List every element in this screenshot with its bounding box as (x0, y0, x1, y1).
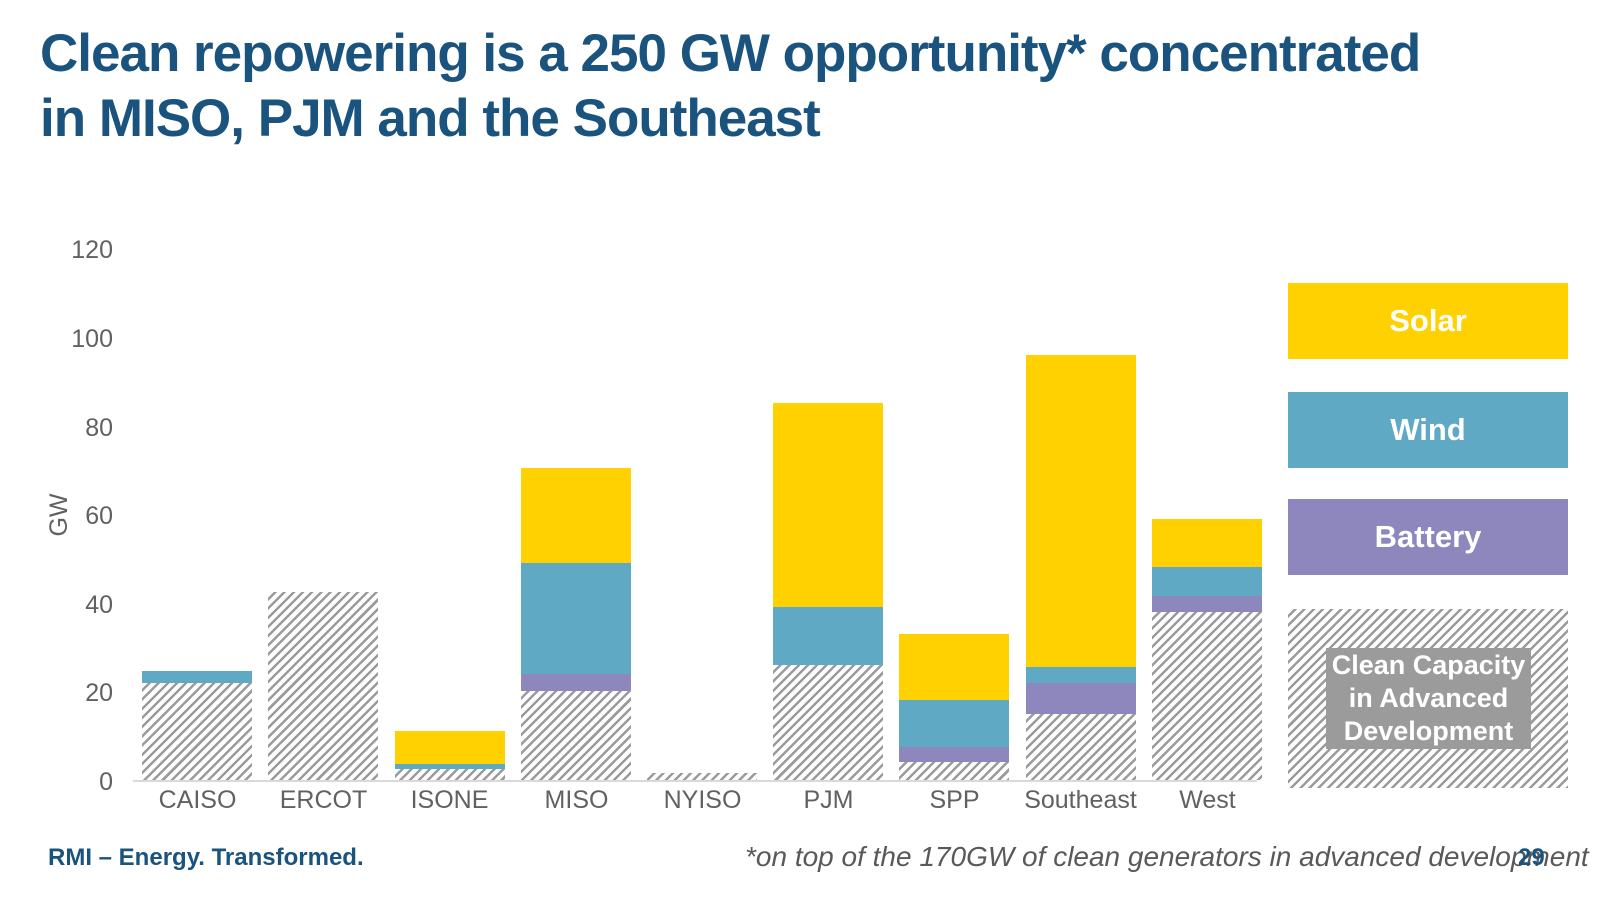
legend-item-advanced: Clean Capacity in Advanced Development (1288, 609, 1568, 788)
x-tick-west: West (1179, 786, 1236, 814)
x-tick-isone: ISONE (410, 786, 489, 814)
bar-segment-wind-isone (395, 764, 505, 769)
x-tick-caiso: CAISO (158, 786, 237, 814)
page-number: 29 (1518, 844, 1545, 871)
bar-segment-wind-pjm (773, 607, 883, 665)
x-tick-nyiso: NYISO (663, 786, 742, 814)
bar-segment-advanced-nyiso (647, 773, 757, 780)
bar-segment-wind-west (1152, 567, 1262, 596)
x-tick-miso: MISO (544, 786, 609, 814)
bar-segment-solar-west (1152, 519, 1262, 567)
legend-label-solar: Solar (1389, 303, 1467, 338)
bar-segment-wind-spp (899, 700, 1009, 747)
x-tick-ercot: ERCOT (279, 786, 368, 814)
y-tick-20: 20 (85, 679, 113, 707)
bar-segment-advanced-isone (395, 769, 505, 780)
bar-segment-wind-southeast (1026, 667, 1136, 683)
legend-label-wind: Wind (1390, 412, 1466, 447)
bar-segment-advanced-pjm (773, 665, 883, 780)
legend-label-battery: Battery (1374, 519, 1482, 554)
bar-segment-wind-caiso (142, 671, 252, 683)
footer-brand: RMI – Energy. Transformed. (48, 844, 364, 871)
bar-segment-battery-west (1152, 596, 1262, 612)
bar-segment-battery-miso (521, 674, 631, 691)
x-tick-pjm: PJM (803, 786, 854, 814)
bar-segment-advanced-west (1152, 612, 1262, 780)
y-tick-80: 80 (85, 414, 113, 442)
bar-segment-wind-miso (521, 563, 631, 674)
slide-title: Clean repowering is a 250 GW opportunity… (40, 24, 1421, 148)
y-tick-100: 100 (71, 325, 113, 353)
y-tick-120: 120 (71, 236, 113, 264)
y-tick-0: 0 (99, 768, 113, 796)
bar-segment-solar-pjm (773, 403, 883, 607)
bar-segment-battery-spp (899, 747, 1009, 762)
footnote: *on top of the 170GW of clean generators… (745, 841, 1589, 872)
bar-segment-solar-miso (521, 468, 631, 563)
x-axis-line (133, 780, 1257, 782)
bar-segment-solar-isone (395, 731, 505, 764)
bar-segment-advanced-caiso (142, 683, 252, 780)
x-tick-spp: SPP (929, 786, 980, 814)
bar-segment-solar-spp (899, 634, 1009, 700)
bar-segment-battery-southeast (1026, 683, 1136, 714)
legend-item-wind: Wind (1288, 392, 1568, 468)
bar-segment-advanced-spp (899, 762, 1009, 780)
legend-item-battery: Battery (1288, 499, 1568, 575)
y-tick-40: 40 (85, 591, 113, 619)
bar-segment-solar-southeast (1026, 355, 1136, 667)
legend-item-solar: Solar (1288, 283, 1568, 359)
legend-label-advanced: Clean Capacity in Advanced Development (1326, 648, 1531, 749)
bar-segment-advanced-miso (521, 691, 631, 780)
bar-segment-advanced-southeast (1026, 714, 1136, 780)
bar-segment-advanced-ercot (268, 592, 378, 780)
y-tick-60: 60 (85, 502, 113, 530)
x-tick-southeast: Southeast (1024, 786, 1137, 814)
